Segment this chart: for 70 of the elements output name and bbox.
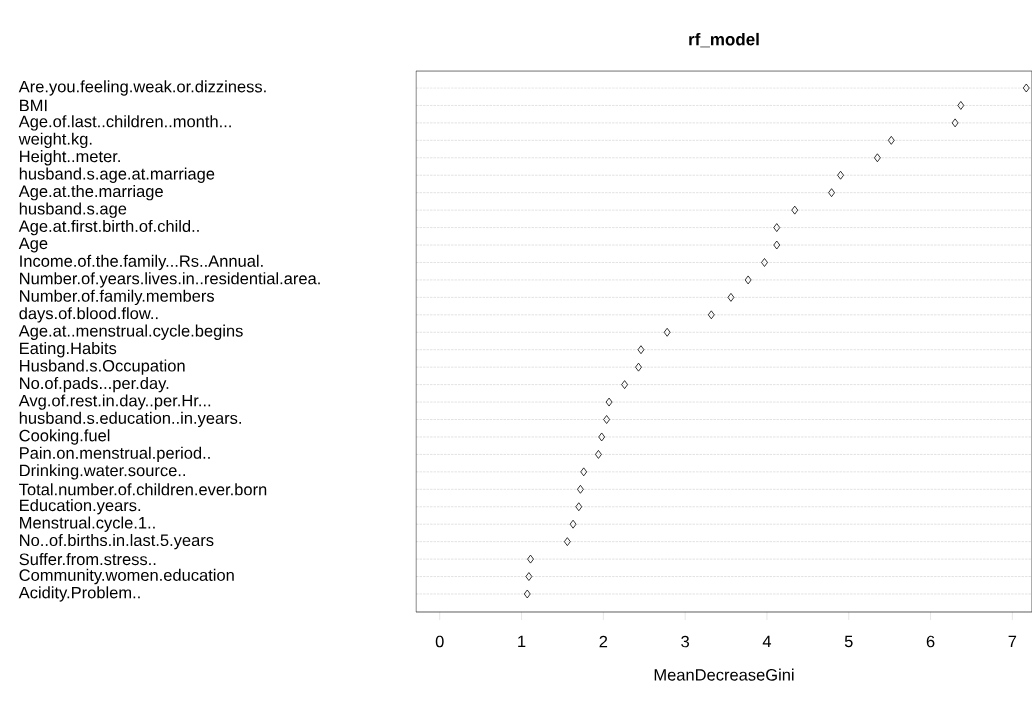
y-tick-label: Age <box>18 237 48 253</box>
point <box>563 537 571 547</box>
y-tick-label: weight.kg. <box>18 132 92 149</box>
point <box>595 450 602 459</box>
point <box>621 380 629 390</box>
y-tick-label: Are.you.feeling.weak.or.dizziness. <box>18 80 266 96</box>
y-tick-label: BMI <box>20 99 47 112</box>
x-tick-label: 5 <box>844 635 853 648</box>
point <box>873 153 881 163</box>
point <box>744 275 752 285</box>
y-tick-label: Eating.Habits <box>20 342 117 358</box>
y-tick-label: Acidity.Problem.. <box>18 586 140 602</box>
point <box>773 240 781 250</box>
y-tick-label: Age.at.first.birth.of.child.. <box>18 219 199 236</box>
point <box>773 223 781 232</box>
x-tick-label: 1 <box>518 635 526 648</box>
y-tick-label: Drinking.water.source.. <box>20 464 185 480</box>
point <box>791 205 799 215</box>
y-tick-label: Number.of.years.lives.in..residential.area. <box>20 272 320 288</box>
y-tick-label: Income.of.the.family...Rs..Annual. <box>20 254 263 271</box>
y-tick-label: Menstrual.cycle.1.. <box>20 516 155 532</box>
point <box>707 310 715 320</box>
y-tick-label: Number.of.family.members <box>20 289 215 306</box>
point <box>727 292 735 302</box>
y-tick-label: Community.women.education <box>19 568 234 585</box>
y-tick-label: Education.years. <box>20 499 141 515</box>
point <box>605 397 613 407</box>
point <box>575 502 583 512</box>
point <box>635 362 642 372</box>
point <box>569 519 577 529</box>
point <box>1022 83 1030 93</box>
point <box>663 327 671 337</box>
chart-title: rf_model <box>689 32 759 48</box>
y-tick-label: No..of.births.in.last.5.years <box>20 533 214 550</box>
point <box>523 589 531 599</box>
point <box>951 118 959 128</box>
point <box>525 572 533 581</box>
y-tick-label: No.of.pads...per.day. <box>20 376 169 393</box>
y-tick-label: Age.at.the.marriage <box>18 185 163 201</box>
y-tick-label: Cooking.fuel <box>19 429 110 445</box>
y-tick-label: Husband.s.Occupation <box>20 359 185 375</box>
point <box>603 415 611 424</box>
point <box>828 188 835 198</box>
y-tick-label: Height..meter. <box>20 150 120 166</box>
point <box>637 345 645 355</box>
point <box>577 484 584 494</box>
x-axis-title: MeanDecreaseGini <box>654 668 794 681</box>
y-tick-label: husband.s.education..in.years. <box>19 411 241 428</box>
y-tick-label: husband.s.age.at.marriage <box>19 167 215 183</box>
y-tick-label: Age.of.last..children..month... <box>18 115 231 131</box>
y-tick-label: Suffer.from.stress.. <box>19 553 156 566</box>
point <box>837 170 844 180</box>
point <box>957 101 965 110</box>
y-tick-label: Total.number.of.children.ever.born <box>19 483 267 496</box>
y-tick-label: Avg.of.rest.in.day..per.Hr... <box>18 394 211 410</box>
x-tick-label: 2 <box>599 635 608 648</box>
y-tick-label: Pain.on.menstrual.period.. <box>20 446 210 463</box>
point <box>580 467 588 477</box>
point <box>761 258 768 267</box>
y-tick-label: husband.s.age <box>19 202 127 218</box>
x-tick-label: 7 <box>1008 635 1017 648</box>
x-tick-label: 4 <box>762 635 772 648</box>
x-tick-label: 0 <box>435 635 444 648</box>
x-tick-label: 6 <box>926 635 935 648</box>
point <box>887 135 895 145</box>
point <box>527 554 534 564</box>
point <box>598 432 606 442</box>
y-tick-label: days.of.blood.flow.. <box>19 307 158 323</box>
x-tick-label: 3 <box>681 635 690 648</box>
y-tick-label: Age.at..menstrual.cycle.begins <box>18 324 243 340</box>
